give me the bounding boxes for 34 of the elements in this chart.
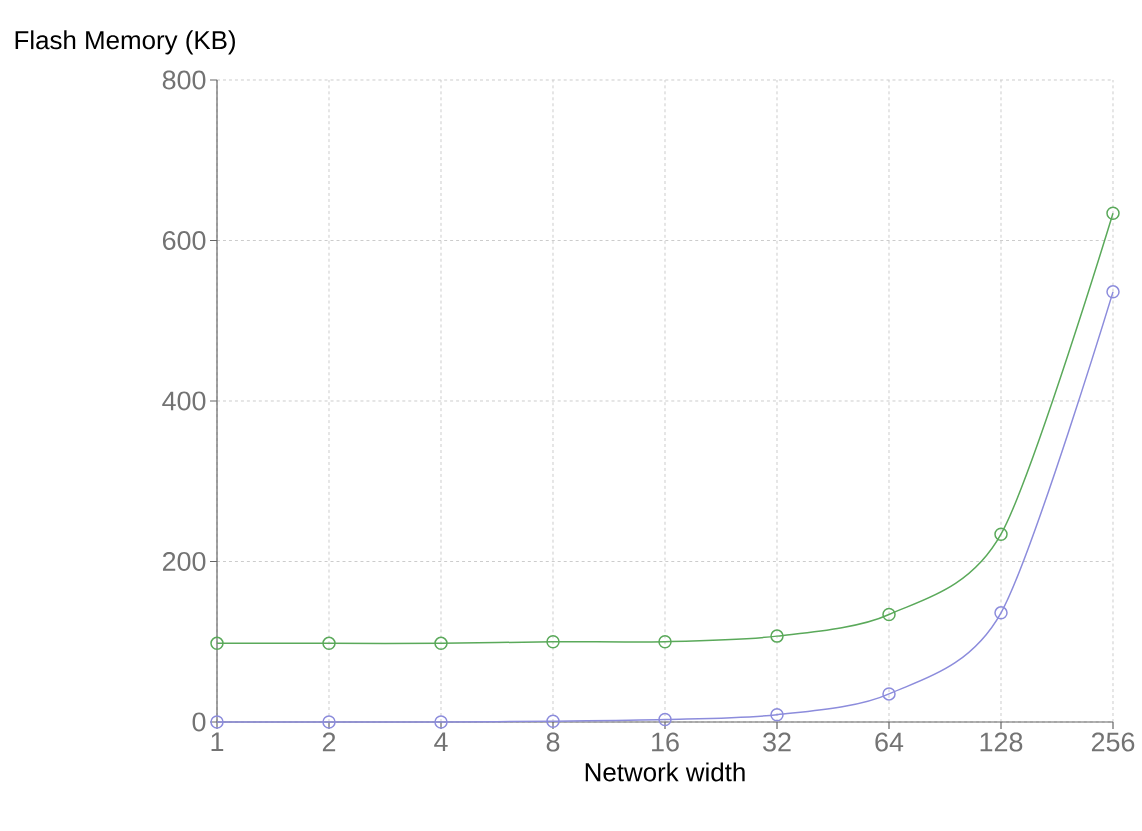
point (546, 634, 560, 649)
point (658, 712, 672, 727)
point (994, 606, 1008, 620)
x-tick-label: 8 (546, 732, 560, 752)
x-tick-label: 4 (434, 732, 448, 752)
point (546, 714, 560, 728)
x-tick-label: 1 (211, 732, 224, 752)
y-tick-label: 200 (162, 551, 206, 572)
point (322, 636, 336, 651)
point (658, 634, 672, 649)
y-axis-title: Flash Memory (KB) (15, 30, 235, 55)
point (882, 607, 896, 622)
y-tick-label: 0 (192, 712, 206, 732)
x-axis-title: Network width (585, 762, 745, 782)
point (434, 715, 448, 729)
y-tick-label: 800 (162, 70, 206, 90)
point (994, 527, 1008, 541)
x-tick-label: 16 (652, 732, 679, 752)
x-tick-label: 64 (875, 732, 904, 752)
x-tick-label: 2 (322, 732, 336, 752)
x-tick-label: 32 (763, 732, 791, 752)
point (322, 715, 336, 729)
point (1106, 206, 1120, 220)
x-tick-label: 128 (980, 732, 1023, 752)
x-tick-label: 256 (1091, 732, 1135, 752)
point (210, 715, 224, 729)
point (770, 708, 784, 722)
point (1106, 285, 1120, 299)
y-tick-label: 400 (162, 391, 206, 411)
point (210, 636, 224, 651)
point (434, 636, 448, 651)
point (882, 687, 896, 701)
y-tick-label: 600 (162, 230, 206, 251)
point (770, 629, 784, 643)
